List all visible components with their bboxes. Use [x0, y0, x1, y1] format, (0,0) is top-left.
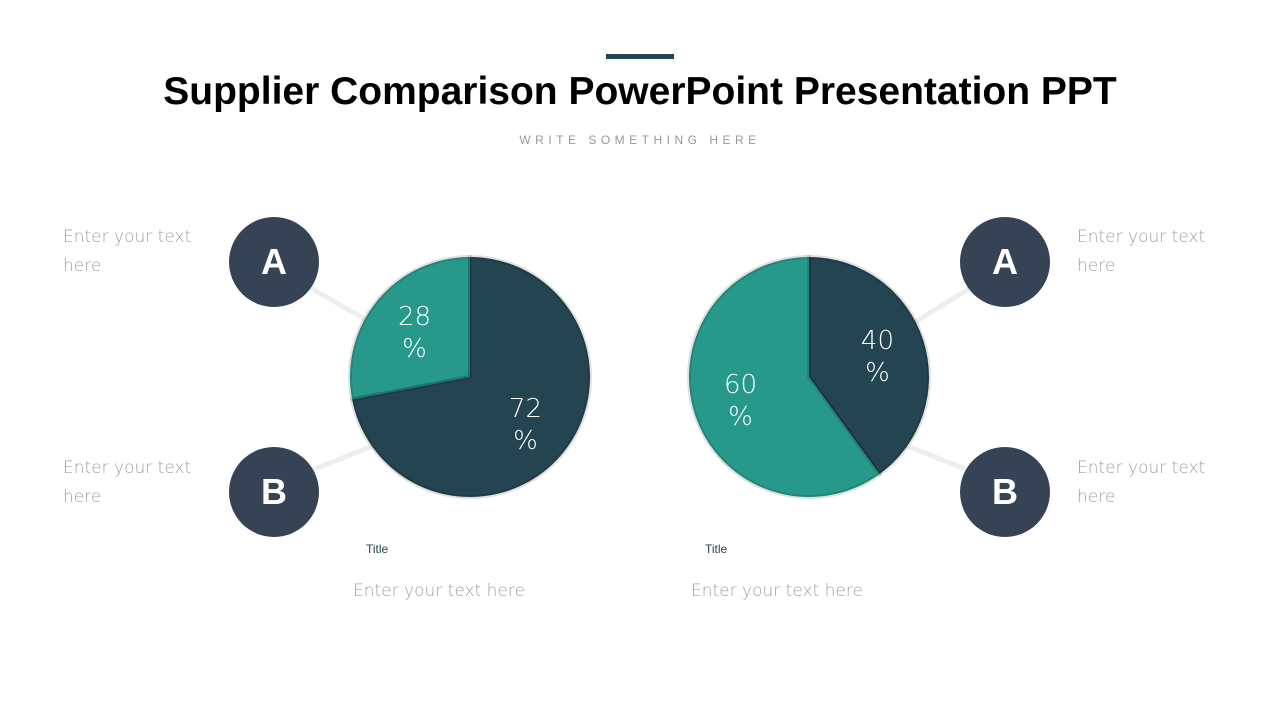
data-label: %: [402, 334, 427, 364]
page-subtitle: WRITE SOMETHING HERE: [519, 133, 761, 147]
pie-slice-a: [348, 254, 472, 402]
text-placeholder: Enter your text here: [1077, 458, 1206, 507]
chart-caption: Enter your text here: [353, 581, 525, 601]
data-label: %: [728, 402, 753, 432]
data-label: 60: [724, 370, 757, 400]
accent-bar: [606, 54, 674, 59]
data-label: 72: [509, 394, 542, 424]
text-placeholder: Enter your text here: [1077, 227, 1206, 276]
page-title: Supplier Comparison PowerPoint Presentat…: [163, 70, 1117, 113]
label-circle-b: B: [960, 447, 1050, 537]
pie-slice-b: [687, 254, 883, 499]
label-circle-a: A: [960, 217, 1050, 307]
data-label: %: [865, 358, 890, 388]
text-placeholder: Enter your text here: [63, 227, 192, 276]
chart-title: Title: [366, 542, 389, 556]
text-placeholder: Enter your text here: [63, 458, 192, 507]
label-circle-a: A: [229, 217, 319, 307]
chart-caption: Enter your text here: [691, 581, 863, 601]
label-circle-b: B: [229, 447, 319, 537]
connector-line: [298, 279, 372, 325]
chart-title: Title: [705, 542, 728, 556]
data-label: %: [513, 426, 538, 456]
data-label: 28: [398, 302, 431, 332]
data-label: 40: [861, 326, 894, 356]
pie-slice-a: [807, 254, 931, 477]
pie-slice-b: [349, 254, 592, 499]
